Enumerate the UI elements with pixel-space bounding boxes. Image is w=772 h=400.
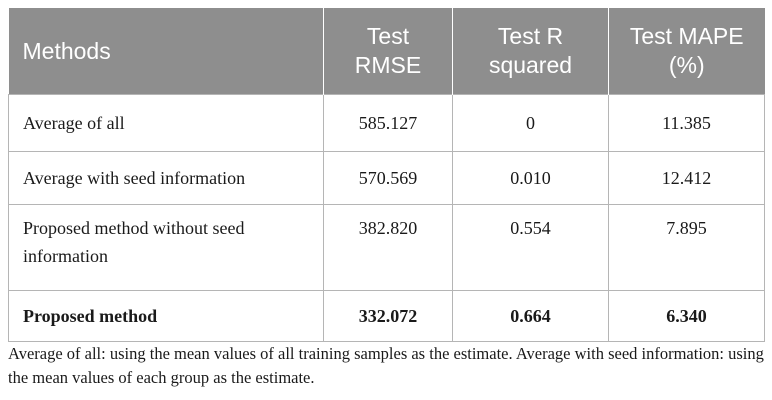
results-table-container: Methods Test RMSE Test R squared Test MA…: [8, 8, 765, 342]
header-test-mape: Test MAPE (%): [608, 8, 765, 95]
table-row-highlighted: Proposed method 332.072 0.664 6.340: [8, 290, 765, 342]
mape-cell: 11.385: [608, 94, 765, 152]
method-cell: Proposed method without seed information: [8, 204, 324, 291]
rmse-cell: 585.127: [323, 94, 453, 152]
r-squared-cell: 0: [452, 94, 609, 152]
method-cell: Average with seed information: [8, 151, 324, 205]
header-test-mape-line2: (%): [668, 52, 705, 78]
method-cell-line2: information: [23, 246, 108, 266]
method-cell-line1: Proposed method without seed: [23, 218, 245, 238]
rmse-cell: 382.820: [323, 204, 453, 291]
r-squared-cell: 0.664: [452, 290, 609, 342]
results-table: Methods Test RMSE Test R squared Test MA…: [8, 8, 765, 342]
rmse-cell: 570.569: [323, 151, 453, 205]
table-footnote: Average of all: using the mean values of…: [8, 344, 764, 387]
mape-cell: 12.412: [608, 151, 765, 205]
header-methods: Methods: [8, 8, 324, 95]
mape-cell: 7.895: [608, 204, 765, 291]
table-row: Average with seed information 570.569 0.…: [8, 151, 765, 205]
mape-cell: 6.340: [608, 290, 765, 342]
header-methods-label: Methods: [22, 37, 111, 64]
method-cell: Average of all: [8, 94, 324, 152]
method-cell: Proposed method: [8, 290, 324, 342]
header-test-mape-line1: Test MAPE: [629, 23, 744, 49]
table-row: Proposed method without seed information…: [8, 204, 765, 291]
header-test-rmse-line1: Test: [366, 23, 410, 49]
table-row: Average of all 585.127 0 11.385: [8, 94, 765, 152]
header-test-rmse-line2: RMSE: [354, 52, 422, 78]
header-test-r-squared: Test R squared: [452, 8, 609, 95]
table-header-row: Methods Test RMSE Test R squared Test MA…: [8, 8, 765, 95]
header-test-rmse: Test RMSE: [323, 8, 453, 95]
rmse-cell: 332.072: [323, 290, 453, 342]
header-test-r-squared-line1: Test R: [497, 23, 564, 49]
r-squared-cell: 0.010: [452, 151, 609, 205]
r-squared-cell: 0.554: [452, 204, 609, 291]
header-test-r-squared-line2: squared: [488, 52, 573, 78]
